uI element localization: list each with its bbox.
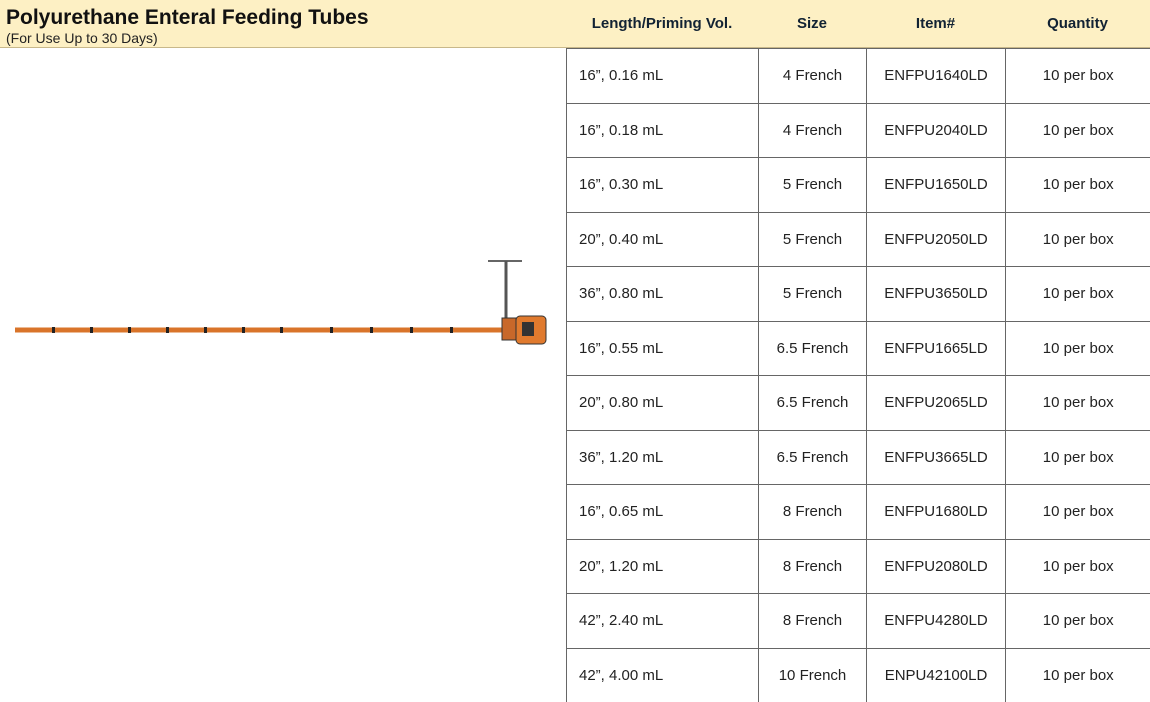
table-cell: 10 per box xyxy=(1006,267,1150,322)
column-header: Length/Priming Vol. xyxy=(566,0,758,48)
table-cell: 42”, 2.40 mL xyxy=(567,594,759,649)
table-cell: ENFPU2065LD xyxy=(867,376,1006,431)
table-cell: 8 French xyxy=(759,539,867,594)
table-cell: ENFPU1680LD xyxy=(867,485,1006,540)
page: Polyurethane Enteral Feeding Tubes (For … xyxy=(0,0,1150,702)
table-cell: 6.5 French xyxy=(759,376,867,431)
table-cell: 4 French xyxy=(759,103,867,158)
table-cell: ENFPU1665LD xyxy=(867,321,1006,376)
table-cell: 10 per box xyxy=(1006,594,1150,649)
table-cell: 10 per box xyxy=(1006,158,1150,213)
table-cell: ENFPU4280LD xyxy=(867,594,1006,649)
table-cell: 8 French xyxy=(759,485,867,540)
column-header: Quantity xyxy=(1005,0,1150,48)
table-cell: 5 French xyxy=(759,212,867,267)
table-cell: ENFPU3665LD xyxy=(867,430,1006,485)
table-cell: 20”, 0.40 mL xyxy=(567,212,759,267)
table-cell: ENPU42100LD xyxy=(867,648,1006,702)
column-header: Item# xyxy=(866,0,1005,48)
table-cell: 6.5 French xyxy=(759,430,867,485)
table-cell: 4 French xyxy=(759,49,867,104)
table-cell: 10 per box xyxy=(1006,539,1150,594)
table-cell: ENFPU2080LD xyxy=(867,539,1006,594)
table-cell: 10 per box xyxy=(1006,648,1150,702)
table-cell: 16”, 0.55 mL xyxy=(567,321,759,376)
table-cell: 10 per box xyxy=(1006,49,1150,104)
table-cell: 16”, 0.16 mL xyxy=(567,49,759,104)
table-cell: ENFPU2050LD xyxy=(867,212,1006,267)
table-cell: 5 French xyxy=(759,267,867,322)
table-cell: 10 French xyxy=(759,648,867,702)
table-cell: ENFPU3650LD xyxy=(867,267,1006,322)
table-cell: 6.5 French xyxy=(759,321,867,376)
table-cell: 5 French xyxy=(759,158,867,213)
table-cell: ENFPU1640LD xyxy=(867,49,1006,104)
table-cell: 16”, 0.30 mL xyxy=(567,158,759,213)
column-header: Size xyxy=(758,0,866,48)
table-cell: ENFPU1650LD xyxy=(867,158,1006,213)
table-cell: 10 per box xyxy=(1006,485,1150,540)
table-cell: 10 per box xyxy=(1006,212,1150,267)
table-cell: ENFPU2040LD xyxy=(867,103,1006,158)
title: Polyurethane Enteral Feeding Tubes xyxy=(6,6,369,30)
table-cell: 16”, 0.18 mL xyxy=(567,103,759,158)
table-cell: 42”, 4.00 mL xyxy=(567,648,759,702)
header: Polyurethane Enteral Feeding Tubes (For … xyxy=(0,0,1150,48)
table-cell: 10 per box xyxy=(1006,321,1150,376)
table-cell: 20”, 1.20 mL xyxy=(567,539,759,594)
table-cell: 10 per box xyxy=(1006,103,1150,158)
table-cell: 10 per box xyxy=(1006,430,1150,485)
table-cell: 36”, 0.80 mL xyxy=(567,267,759,322)
table-cell: 8 French xyxy=(759,594,867,649)
table-cell: 36”, 1.20 mL xyxy=(567,430,759,485)
table-cell: 10 per box xyxy=(1006,376,1150,431)
tube-illustration xyxy=(0,48,566,702)
subtitle: (For Use Up to 30 Days) xyxy=(6,30,158,46)
table-cell: 20”, 0.80 mL xyxy=(567,376,759,431)
table-cell: 16”, 0.65 mL xyxy=(567,485,759,540)
